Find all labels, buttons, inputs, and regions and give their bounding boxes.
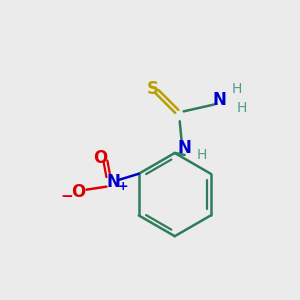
Text: N: N bbox=[106, 173, 120, 191]
Text: H: H bbox=[237, 101, 247, 116]
Text: N: N bbox=[212, 92, 226, 110]
Text: S: S bbox=[147, 80, 159, 98]
Text: +: + bbox=[118, 180, 129, 193]
Text: O: O bbox=[71, 183, 86, 201]
Text: H: H bbox=[232, 82, 242, 96]
Text: N: N bbox=[178, 139, 192, 157]
Text: H: H bbox=[196, 148, 207, 162]
Text: −: − bbox=[60, 189, 73, 204]
Text: O: O bbox=[93, 149, 108, 167]
